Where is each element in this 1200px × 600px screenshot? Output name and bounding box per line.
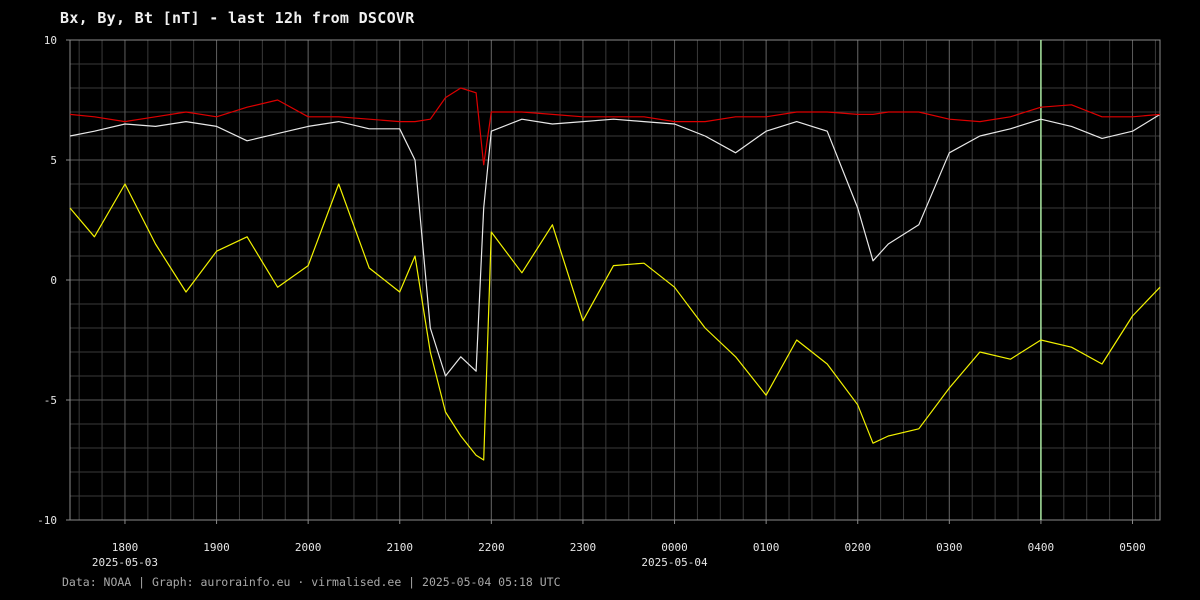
series-line-1 (69, 113, 1161, 377)
x-date-label: 2025-05-03 (92, 556, 158, 569)
footer-credits: Data: NOAA | Graph: aurorainfo.eu · virm… (62, 575, 561, 589)
y-tick-label: 10 (44, 34, 57, 47)
y-tick-label: 0 (50, 274, 57, 287)
x-tick-label: 2000 (295, 541, 322, 554)
series-layer (69, 87, 1161, 461)
y-tick-label: 5 (50, 154, 57, 167)
tick-labels: 10 5 0 -5 -10 1800 2025-05-03 1900 2000 2100 2200 2… (37, 34, 1146, 569)
plot-frame (66, 39, 1161, 524)
x-tick-label: 0000 (661, 541, 688, 554)
chart-title: Bx, By, Bt [nT] - last 12h from DSCOVR (60, 9, 415, 27)
x-tick-label: 0500 (1119, 541, 1146, 554)
x-tick-label: 0100 (753, 541, 780, 554)
x-tick-label: 2300 (570, 541, 597, 554)
series-line-2 (69, 183, 1161, 461)
x-tick-label: 1800 (112, 541, 139, 554)
x-tick-label: 0200 (844, 541, 871, 554)
series-line-3 (69, 87, 1161, 166)
x-tick-label: 0400 (1028, 541, 1055, 554)
x-date-label: 2025-05-04 (641, 556, 708, 569)
x-tick-label: 1900 (203, 541, 230, 554)
x-tick-label: 0300 (936, 541, 963, 554)
y-tick-label: -10 (37, 514, 57, 527)
y-tick-label: -5 (44, 394, 57, 407)
x-tick-label: 2200 (478, 541, 505, 554)
x-tick-label: 2100 (386, 541, 413, 554)
